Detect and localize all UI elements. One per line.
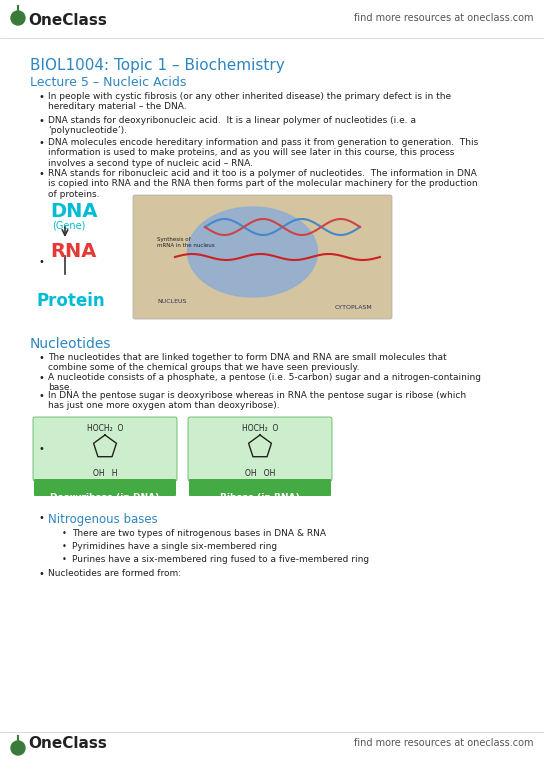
Text: •: • [38, 138, 44, 148]
Text: •: • [38, 444, 44, 454]
Text: BIOL1004: Topic 1 – Biochemistry: BIOL1004: Topic 1 – Biochemistry [30, 58, 285, 73]
Text: Pyrimidines have a single six-membered ring: Pyrimidines have a single six-membered r… [72, 542, 277, 551]
Text: Nitrogenous bases: Nitrogenous bases [48, 513, 158, 526]
Text: The nucleotides that are linked together to form DNA and RNA are small molecules: The nucleotides that are linked together… [48, 353, 447, 373]
Text: •: • [38, 257, 44, 267]
Circle shape [11, 11, 25, 25]
Text: Ribose (in RNA): Ribose (in RNA) [220, 493, 300, 502]
Text: OneClass: OneClass [28, 735, 107, 751]
Text: •: • [38, 569, 44, 579]
Text: •: • [38, 391, 44, 401]
Text: There are two types of nitrogenous bases in DNA & RNA: There are two types of nitrogenous bases… [72, 529, 326, 538]
Text: Lecture 5 – Nucleic Acids: Lecture 5 – Nucleic Acids [30, 76, 187, 89]
Text: HOCH₂  O: HOCH₂ O [242, 424, 278, 433]
Text: Nucleotides: Nucleotides [30, 337, 112, 351]
Text: OH   OH: OH OH [245, 469, 275, 478]
Text: find more resources at oneclass.com: find more resources at oneclass.com [355, 13, 534, 23]
Text: NUCLEUS: NUCLEUS [157, 299, 187, 304]
Text: •: • [62, 529, 67, 538]
Text: HOCH₂  O: HOCH₂ O [87, 424, 123, 433]
Text: CYTOPLASM: CYTOPLASM [335, 305, 373, 310]
Text: A nucleotide consists of a phosphate, a pentose (i.e. 5-carbon) sugar and a nitr: A nucleotide consists of a phosphate, a … [48, 373, 481, 393]
FancyBboxPatch shape [189, 479, 331, 496]
Text: •: • [38, 116, 44, 126]
Text: •: • [38, 169, 44, 179]
FancyBboxPatch shape [133, 195, 392, 319]
Text: •: • [38, 353, 44, 363]
Text: find more resources at oneclass.com: find more resources at oneclass.com [355, 738, 534, 748]
Text: In DNA the pentose sugar is deoxyribose whereas in RNA the pentose sugar is ribo: In DNA the pentose sugar is deoxyribose … [48, 391, 466, 410]
Text: RNA stands for ribonucleic acid and it too is a polymer of nucleotides.  The inf: RNA stands for ribonucleic acid and it t… [48, 169, 478, 199]
Text: •: • [38, 373, 44, 383]
Text: Nucleotides are formed from:: Nucleotides are formed from: [48, 569, 181, 578]
Text: DNA stands for deoxyribonucleic acid.  It is a linear polymer of nucleotides (i.: DNA stands for deoxyribonucleic acid. It… [48, 116, 416, 136]
Text: •: • [38, 92, 44, 102]
FancyBboxPatch shape [188, 417, 332, 481]
Text: OneClass: OneClass [28, 13, 107, 28]
Text: DNA molecules encode hereditary information and pass it from generation to gener: DNA molecules encode hereditary informat… [48, 138, 478, 168]
Text: •: • [62, 542, 67, 551]
Text: •: • [62, 555, 67, 564]
Text: In people with cystic fibrosis (or any other inherited disease) the primary defe: In people with cystic fibrosis (or any o… [48, 92, 451, 112]
Text: (Gene): (Gene) [52, 220, 85, 230]
Circle shape [11, 741, 25, 755]
Text: •: • [38, 513, 44, 523]
Text: Synthesis of
mRNA in the nucleus: Synthesis of mRNA in the nucleus [157, 237, 215, 248]
Text: RNA: RNA [50, 242, 96, 261]
Ellipse shape [188, 207, 318, 297]
FancyBboxPatch shape [34, 479, 176, 496]
Text: Purines have a six-membered ring fused to a five-membered ring: Purines have a six-membered ring fused t… [72, 555, 369, 564]
Text: Deoxyribose (in DNA): Deoxyribose (in DNA) [51, 493, 159, 502]
Text: Protein: Protein [36, 292, 104, 310]
Text: OH   H: OH H [92, 469, 118, 478]
FancyBboxPatch shape [33, 417, 177, 481]
Text: DNA: DNA [50, 202, 97, 221]
